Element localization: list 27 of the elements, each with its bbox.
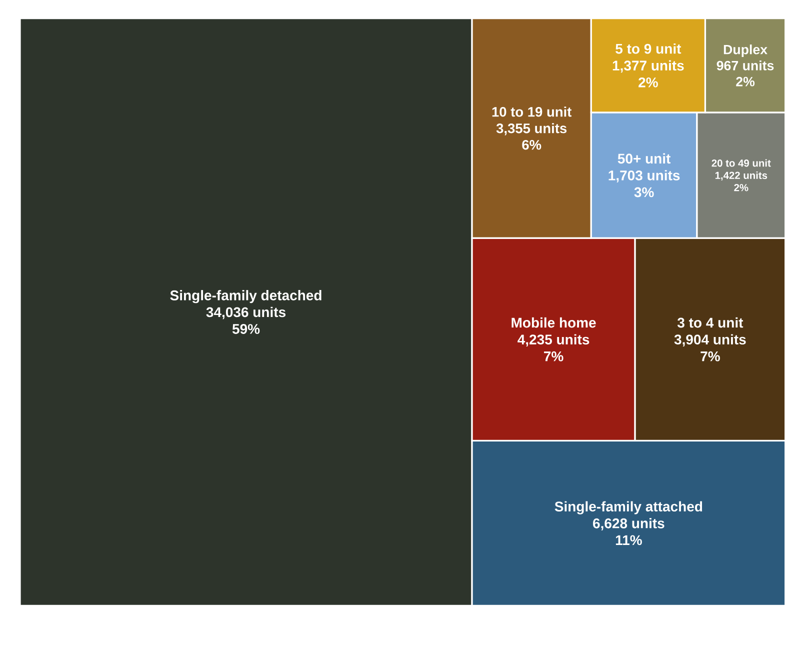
- text: 7%: [544, 351, 564, 362]
- text: 59%: [232, 324, 260, 334]
- category-label: 10 to 19 unit: [492, 106, 572, 117]
- data-label: 1,422 units: [715, 172, 768, 180]
- text: 3%: [634, 187, 654, 198]
- text: 2%: [638, 77, 658, 88]
- category-label: Single-family detached: [170, 290, 322, 304]
- category-label: 20 to 49 unit: [712, 159, 771, 167]
- data-label: 967 units: [716, 60, 774, 70]
- text: 2%: [736, 76, 755, 86]
- text: 2%: [734, 184, 748, 192]
- data-label: 6,628 units: [593, 518, 664, 530]
- category-label: 50+ unit: [618, 153, 671, 164]
- text: 6%: [522, 140, 542, 150]
- data-label: 1,377 units: [612, 60, 684, 73]
- category-label: Mobile home: [512, 317, 596, 328]
- data-label: 34,036 units: [206, 306, 286, 320]
- data-label: 4,235 units: [518, 334, 590, 347]
- category-label: 3 to 4 unit: [677, 317, 744, 328]
- text: 11%: [616, 535, 642, 546]
- data-label: 1,703 units: [608, 170, 680, 182]
- data-label: 3,904 units: [674, 334, 746, 347]
- text: 7%: [700, 351, 720, 362]
- data-label: 3,355 units: [496, 123, 567, 136]
- category-label: Single-family attached: [554, 501, 702, 514]
- category-label: Duplex: [724, 44, 768, 57]
- category-label: 5 to 9 unit: [616, 43, 682, 54]
